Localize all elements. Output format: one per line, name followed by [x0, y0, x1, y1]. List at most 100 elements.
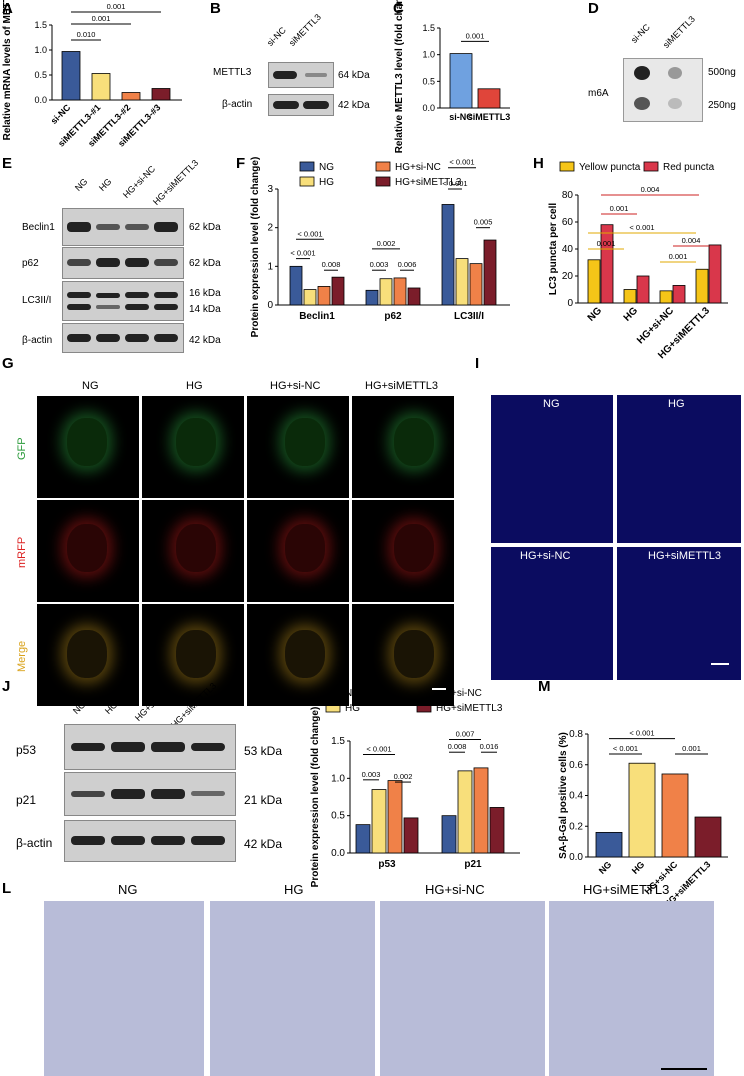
f-legend-label-2: HG+si-NC: [395, 162, 441, 173]
c-ytick-label-2: 1.0: [422, 50, 435, 60]
blot-j-kda-3: 42 kDa: [244, 837, 283, 851]
chart-f: 0 1 2 3 Protein expression level (fold chang…: [250, 157, 510, 338]
k-ytick-label-1: 0.5: [331, 811, 345, 822]
l-label-4: HG+siMETTL3: [583, 882, 670, 897]
f-xtick-0: Beclin1: [299, 311, 335, 322]
panel-label-a: A: [2, 0, 13, 17]
l-image-hg-sinc: [380, 901, 545, 1076]
k-xtick-0: p53: [378, 859, 396, 870]
a-ytick-label-0: 0.0: [34, 95, 47, 105]
blot-d-row: m6A: [588, 88, 609, 99]
f-legend-swatch-1: [299, 176, 315, 187]
f-bar-2-0: [441, 204, 455, 306]
i-label-2: HG: [668, 398, 685, 410]
panel-label-d: D: [588, 0, 599, 17]
blot-j-actin: [64, 820, 236, 862]
h-ylabel: LC3 puncta per cell: [548, 203, 559, 295]
k-bar-0-2: [387, 780, 403, 854]
blot-j-row-1: p53: [16, 743, 37, 757]
blot-e-kda-2: 62 kDa: [189, 258, 221, 269]
c-bar-0: [449, 53, 473, 109]
f-ytick-label-0: 0: [267, 300, 273, 311]
g-image-r1-c2: [247, 500, 349, 602]
blot-e-kda-1: 62 kDa: [189, 222, 221, 233]
h-bar-2-0: [659, 290, 673, 304]
f-bar-1-2: [393, 277, 407, 306]
h-bar-1-0: [623, 289, 637, 304]
i-label-3: HG+si-NC: [520, 550, 571, 562]
f-legend-swatch-0: [299, 161, 315, 172]
f-ylabel: Protein expression level (fold change): [250, 157, 261, 338]
c-p1-pvalue: 0.001: [466, 31, 485, 40]
i-label-4: HG+siMETTL3: [648, 550, 722, 562]
f-p6-pvalue: < 0.001: [449, 158, 474, 167]
g-col-4: HG+siMETTL3: [365, 380, 439, 392]
f-ytick-label-3: 3: [267, 184, 273, 195]
m-bar-3: [694, 816, 722, 858]
c-xtick-1: siMETTL3: [468, 112, 511, 122]
f-bar-2-1: [455, 258, 469, 306]
blot-d-membrane: [623, 58, 703, 122]
l-scale-bar: [661, 1068, 707, 1070]
g-image-r2-c1: [142, 604, 244, 706]
panel-label-e: E: [2, 155, 13, 172]
c-ylabel: Relative METTL3 level (fold change): [394, 0, 405, 153]
blot-j-p53: [64, 724, 236, 770]
a-p3-pvalue: 0.001: [107, 2, 126, 11]
h-legend-label-0: Yellow puncta: [579, 162, 641, 173]
blot-b-kda-2: 42 kDa: [338, 100, 370, 111]
k-bar-0-0: [355, 824, 371, 854]
m-ytick-label-4: 0.8: [569, 729, 583, 740]
blot-b-kda-1: 64 kDa: [338, 70, 370, 81]
h-p0-pvalue: 0.004: [641, 185, 660, 194]
f-xtick-2: LC3II/I: [454, 311, 484, 322]
h-p5-pvalue: 0.004: [682, 236, 701, 245]
chart-c: 0.0 0.5 1.0 1.5 Relative METTL3 level (fold …: [394, 0, 511, 153]
f-p1-pvalue: < 0.001: [290, 249, 315, 258]
f-legend-swatch-2: [375, 161, 391, 172]
chart-k: 0.0 0.5 1.0 1.5 Protein expression level (fo…: [310, 687, 520, 887]
blot-d-amount-1: 500ng: [708, 67, 736, 78]
f-ytick-label-2: 2: [267, 223, 273, 234]
f-p3-pvalue: 0.002: [377, 239, 396, 248]
f-p5-pvalue: 0.006: [398, 260, 417, 269]
f-bar-0-0: [289, 265, 303, 306]
blot-e-lc3: [62, 281, 184, 321]
f-legend-swatch-3: [375, 176, 391, 187]
f-xtick-1: p62: [384, 311, 402, 322]
l-label-3: HG+si-NC: [425, 882, 485, 897]
f-legend-label-3: HG+siMETTL3: [395, 177, 462, 188]
g-image-r2-c3: [352, 604, 454, 706]
f-bar-2-2: [469, 263, 483, 306]
blot-b-row-2: β-actin: [222, 99, 253, 110]
m-bar-1: [628, 762, 656, 858]
k-legend-label-2: HG+si-NC: [436, 688, 482, 699]
g-image-r2-c0: [37, 604, 139, 706]
m-ylabel: SA-β-Gal positive cells (%): [558, 732, 569, 859]
k-bar-0-1: [371, 789, 387, 854]
g-image-r0-c3: [352, 396, 454, 498]
h-bar-1-1: [636, 275, 650, 304]
c-ytick-label-0: 0.0: [422, 103, 435, 113]
blot-e-kda-3: 16 kDa: [189, 288, 221, 299]
blot-e-p62: [62, 247, 184, 279]
m-bar-2: [661, 773, 689, 858]
blot-j-row-3: β-actin: [16, 836, 53, 850]
blot-j-row-2: p21: [16, 793, 37, 807]
h-ytick-label-2: 40: [562, 244, 574, 255]
g-col-1: NG: [82, 380, 99, 392]
m-ytick-label-2: 0.4: [569, 791, 583, 802]
blot-e-actin: [62, 323, 184, 353]
c-xtick-0: si-NC: [449, 112, 473, 122]
h-bar-3-0: [695, 268, 709, 304]
blot-j-kda-1: 53 kDa: [244, 744, 283, 758]
a-p2-pvalue: 0.001: [92, 14, 111, 23]
i-scale-bar: [711, 663, 729, 665]
blot-e-row-4: β-actin: [22, 335, 53, 346]
blot-e-row-2: p62: [22, 258, 39, 269]
a-bar-1: [91, 73, 111, 101]
blot-e-kda-5: 42 kDa: [189, 335, 221, 346]
h-p3-pvalue: 0.001: [597, 239, 616, 248]
f-bar-0-1: [303, 289, 317, 306]
